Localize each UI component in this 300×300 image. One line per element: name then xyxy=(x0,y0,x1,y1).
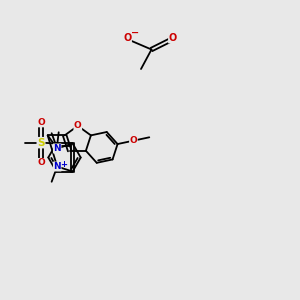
Text: O: O xyxy=(130,136,137,145)
Text: N: N xyxy=(53,144,61,153)
Text: S: S xyxy=(37,138,45,148)
Text: O: O xyxy=(74,121,82,130)
Text: O: O xyxy=(123,33,132,43)
Text: O: O xyxy=(37,118,45,127)
Text: +: + xyxy=(60,160,67,169)
Text: N: N xyxy=(53,162,61,171)
Text: −: − xyxy=(131,28,139,38)
Text: O: O xyxy=(168,33,177,43)
Text: O: O xyxy=(37,158,45,167)
